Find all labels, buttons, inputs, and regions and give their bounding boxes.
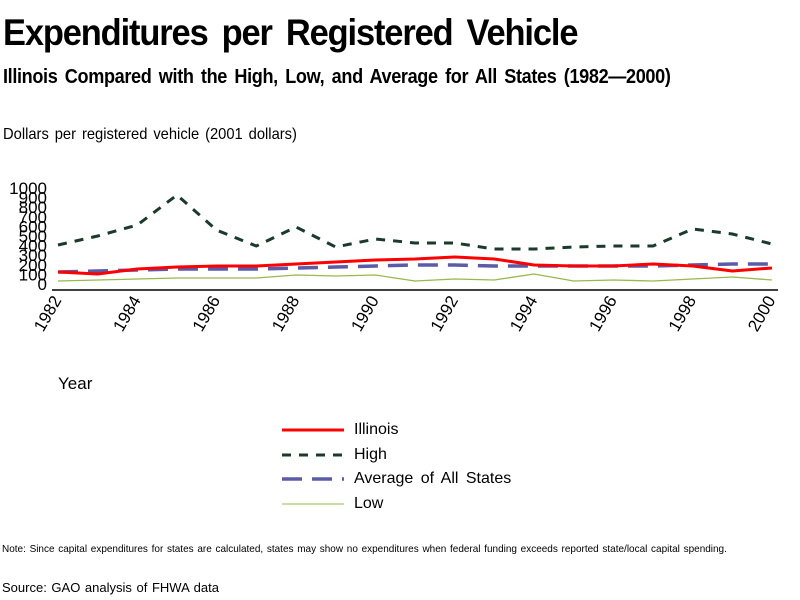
series-line-high <box>57 193 773 251</box>
series-line-illinois <box>57 255 773 276</box>
legend-swatch-illinois <box>282 428 344 432</box>
x-tick-label: 1996 <box>585 293 620 335</box>
y-axis-label: Dollars per registered vehicle (2001 dol… <box>3 126 297 143</box>
y-tick-label: 300 <box>19 246 47 265</box>
y-tick-label: 0 <box>38 275 47 294</box>
x-tick-label: 1984 <box>109 293 144 335</box>
legend-item-illinois: Illinois <box>282 418 511 443</box>
x-tick-label: 2000 <box>744 293 779 335</box>
legend-label-low: Low <box>354 494 384 512</box>
legend-item-high: High <box>282 443 511 468</box>
y-tick-label: 200 <box>19 256 47 275</box>
legend-swatch-high <box>282 453 344 457</box>
y-tick-label: 400 <box>19 237 47 256</box>
footnote: Note: Since capital expenditures for sta… <box>2 543 727 555</box>
legend-item-low: Low <box>282 492 511 517</box>
series-line-low <box>57 273 773 282</box>
x-tick-label: 1982 <box>30 293 65 335</box>
y-tick-label: 900 <box>19 189 47 208</box>
y-tick-label: 100 <box>19 265 47 284</box>
legend-swatch-average <box>282 477 344 481</box>
legend: Illinois High Average of All States Low <box>282 418 511 516</box>
y-tick-label: 800 <box>19 198 47 217</box>
x-tick-label: 1990 <box>347 293 382 335</box>
legend-label-average: Average of All States <box>354 470 512 488</box>
legend-swatch-low <box>282 503 344 505</box>
chart-title: Expenditures per Registered Vehicle <box>3 12 578 53</box>
chart-subtitle: Illinois Compared with the High, Low, an… <box>3 66 671 88</box>
source-note: Source: GAO analysis of FHWA data <box>2 580 219 595</box>
legend-label-illinois: Illinois <box>354 421 399 439</box>
legend-label-high: High <box>354 445 387 463</box>
x-axis-ticks: 1982 1984 1986 1988 1990 1992 1994 1996 1998 2000 <box>30 293 779 335</box>
y-tick-label: 500 <box>19 227 47 246</box>
y-tick-label: 1000 <box>9 179 47 198</box>
legend-item-average: Average of All States <box>282 467 511 492</box>
y-tick-label: 700 <box>19 208 47 227</box>
y-tick-label: 600 <box>19 217 47 236</box>
series-layer <box>57 193 773 282</box>
x-tick-label: 1992 <box>427 293 462 335</box>
x-tick-label: 1998 <box>665 293 700 335</box>
x-tick-label: 1994 <box>506 293 541 335</box>
x-tick-label: 1986 <box>189 293 224 335</box>
x-axis-label: Year <box>58 374 93 393</box>
x-tick-label: 1988 <box>268 293 303 335</box>
